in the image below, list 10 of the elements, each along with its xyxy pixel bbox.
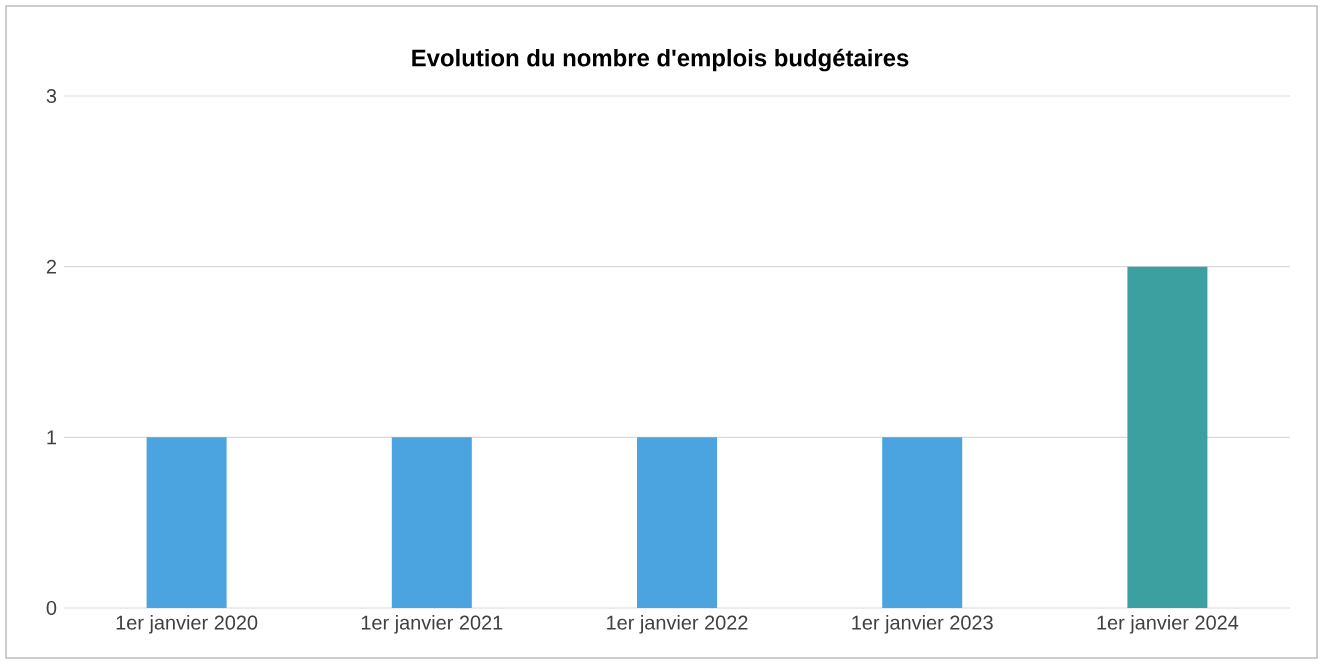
y-tick-label: 3 xyxy=(46,88,57,104)
x-tick-label: 1er janvier 2021 xyxy=(361,615,503,634)
chart-title: Evolution du nombre d'emplois budgétaires xyxy=(412,48,909,72)
x-tick-label: 1er janvier 2020 xyxy=(116,615,258,634)
y-tick-label: 0 xyxy=(46,600,57,616)
x-tick-label: 1er janvier 2023 xyxy=(852,615,993,634)
x-tick-label: 1er janvier 2022 xyxy=(607,615,748,634)
x-tick-label: 1er janvier 2024 xyxy=(1097,615,1239,634)
y-tick-label: 2 xyxy=(46,259,56,274)
y-tick-label: 1 xyxy=(47,430,57,445)
